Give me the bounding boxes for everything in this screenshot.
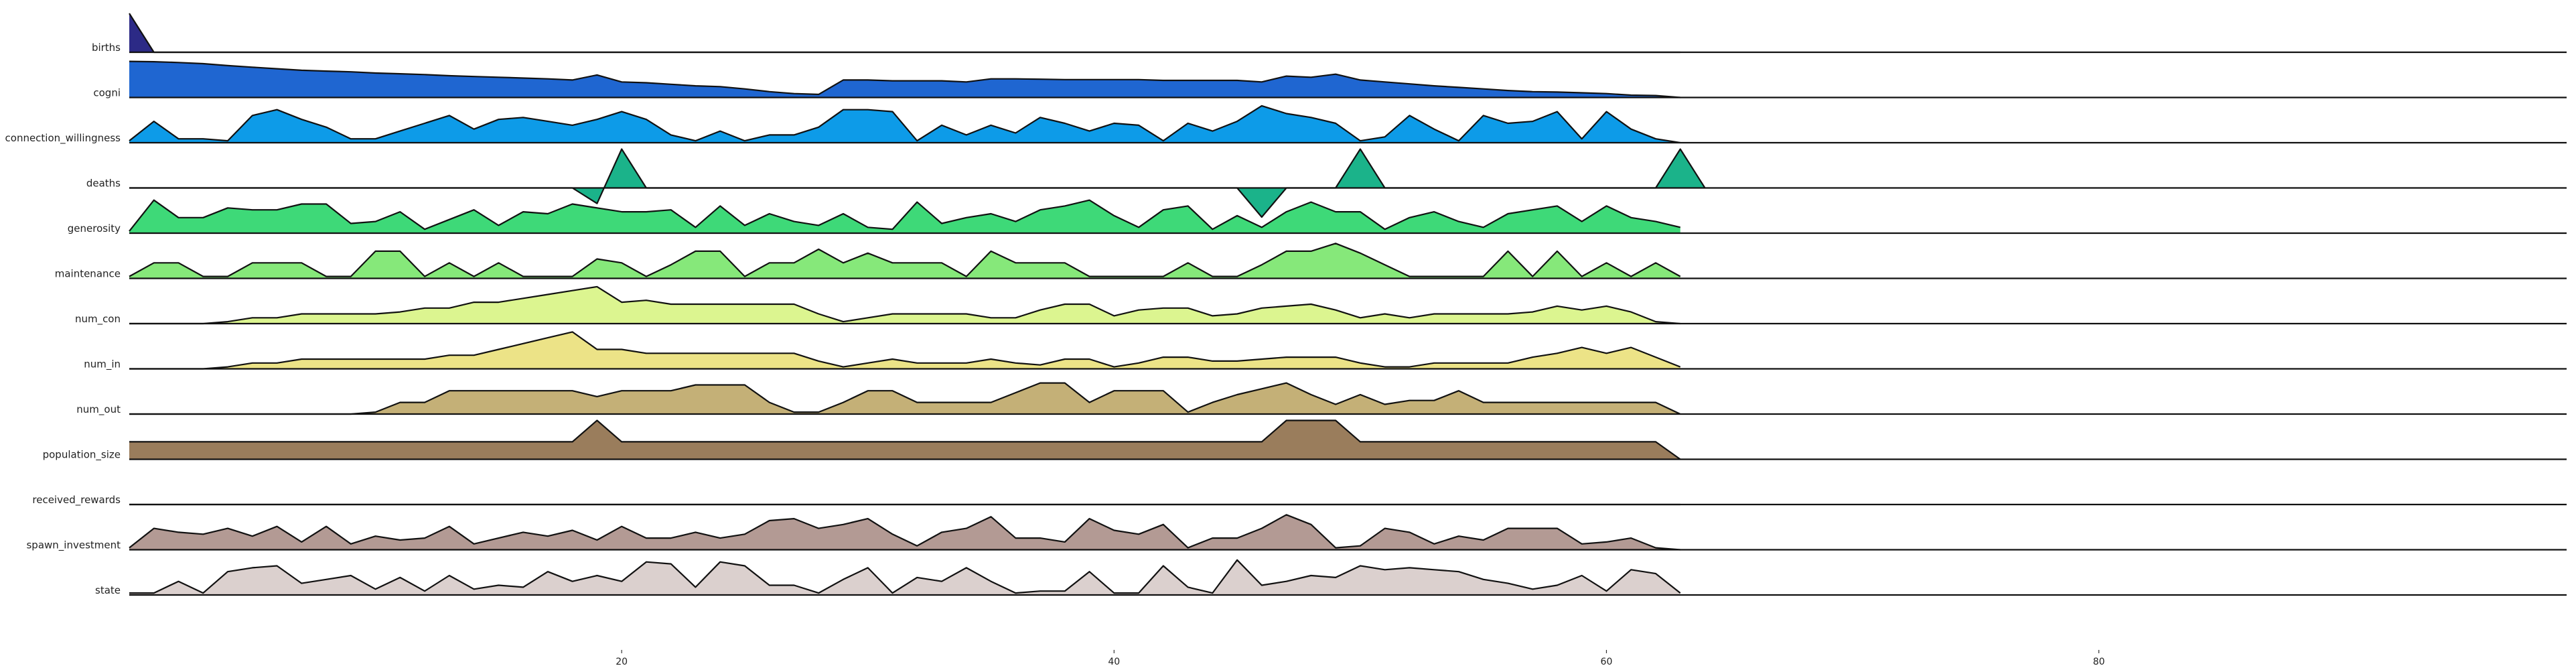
ridge-maintenance: maintenance <box>55 243 2567 280</box>
ridge-connection-willingness: connection_willingness <box>5 105 2567 145</box>
ridge-area <box>129 243 1680 279</box>
ridge-area <box>129 13 1680 52</box>
ridge-line <box>129 331 1681 370</box>
ridge-num-in: num_in <box>84 331 2567 371</box>
ridge-area <box>129 559 1680 595</box>
ridge-label: maintenance <box>55 268 121 280</box>
ridge-births: births <box>92 13 2567 54</box>
x-tick-label: 40 <box>1108 657 1120 667</box>
ridge-label: cogni <box>93 87 121 99</box>
ridge-label: deaths <box>86 178 121 190</box>
ridge-line <box>129 285 1680 325</box>
ridge-received-rewards: received_rewards <box>32 494 2567 507</box>
ridge-num-con: num_con <box>75 285 2567 326</box>
ridge-label: state <box>95 584 121 596</box>
ridge-cogni: cogni <box>93 60 2567 99</box>
ridge-deaths: deaths <box>86 148 2567 218</box>
ridge-line <box>129 243 1681 277</box>
ridge-population-size: population_size <box>43 419 2567 462</box>
ridge-label: generosity <box>68 222 121 234</box>
ridge-label: num_out <box>76 403 121 416</box>
ridge-label: num_in <box>84 358 121 371</box>
ridge-line <box>129 559 1681 594</box>
ridge-line <box>129 13 1680 54</box>
ridge-label: population_size <box>43 449 121 462</box>
ridge-area <box>129 332 1680 369</box>
ridge-label: connection_willingness <box>5 132 121 145</box>
ridge-num-out: num_out <box>76 382 2567 416</box>
ridge-area <box>129 286 1680 324</box>
ridge-line <box>129 382 1681 415</box>
ridge-line <box>129 419 1681 460</box>
ridge-generosity: generosity <box>68 199 2567 234</box>
ridge-line <box>129 60 1680 98</box>
x-tick-label: 80 <box>2093 657 2105 667</box>
ridge-area <box>129 105 1680 143</box>
ridge-line <box>129 199 1680 232</box>
ridge-label: num_con <box>75 313 121 326</box>
x-axis: 20 40 60 80 <box>616 650 2105 667</box>
ridge-label: received_rewards <box>32 494 121 507</box>
ridge-spawn-investment: spawn_investment <box>26 514 2567 552</box>
ridge-state: state <box>95 559 2567 596</box>
ridge-area <box>129 383 1680 414</box>
x-tick-label: 60 <box>1601 657 1613 667</box>
ridge-line <box>129 514 1680 551</box>
ridge-label: births <box>92 42 121 54</box>
x-tick-label: 20 <box>616 657 628 667</box>
ridge-line <box>129 105 1680 144</box>
ridge-area <box>129 420 1680 460</box>
ridge-area <box>129 515 1680 550</box>
ridge-label: spawn_investment <box>26 539 121 552</box>
ridge-area <box>129 61 1680 98</box>
